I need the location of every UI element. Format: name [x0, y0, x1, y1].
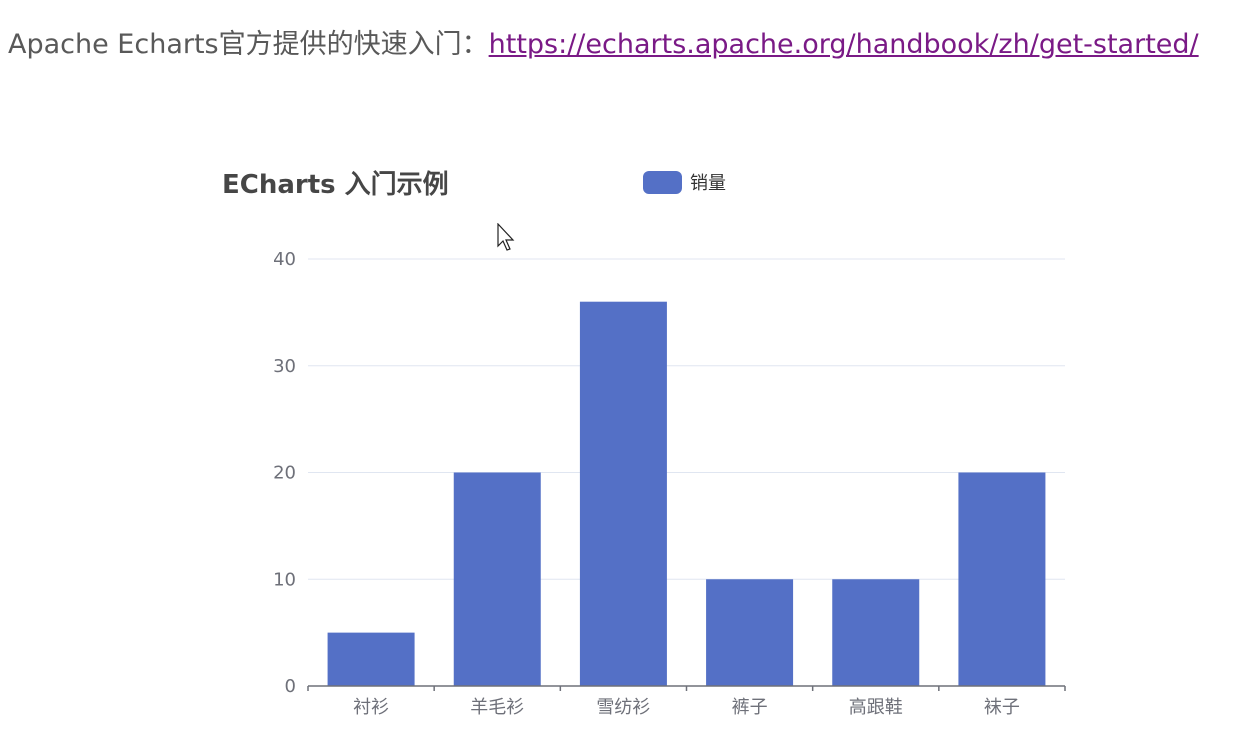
- intro-line: Apache Echarts官方提供的快速入门：https://echarts.…: [8, 22, 1199, 61]
- x-axis: 衬衫 羊毛衫 雪纺衫 裤子 高跟鞋 袜子: [307, 685, 1066, 718]
- intro-text: Apache Echarts官方提供的快速入门：: [8, 29, 489, 60]
- x-tick-label: 袜子: [984, 697, 1020, 718]
- y-tick-label: 20: [273, 463, 296, 484]
- x-tick-label: 雪纺衫: [596, 697, 650, 718]
- legend[interactable]: 销量: [643, 171, 726, 194]
- y-axis-labels: 0 10 20 30 40: [273, 249, 296, 697]
- x-tick-label: 衬衫: [353, 697, 389, 718]
- legend-swatch: [643, 171, 682, 194]
- x-tick-label: 高跟鞋: [849, 697, 903, 718]
- chart-title: ECharts 入门示例: [222, 170, 449, 200]
- grid-lines: [308, 258, 1065, 580]
- bar: [327, 632, 415, 686]
- bar: [579, 301, 667, 686]
- y-tick-label: 0: [285, 676, 296, 697]
- bar: [832, 579, 920, 686]
- bar: [453, 472, 541, 686]
- bar: [958, 472, 1046, 686]
- legend-label: 销量: [690, 173, 726, 194]
- bar: [706, 579, 794, 686]
- y-tick-label: 10: [273, 569, 296, 590]
- bars: [327, 301, 1046, 686]
- x-tick-label: 羊毛衫: [470, 697, 524, 718]
- y-tick-label: 40: [273, 249, 296, 270]
- mouse-cursor-icon: [497, 223, 515, 251]
- get-started-link[interactable]: https://echarts.apache.org/handbook/zh/g…: [488, 29, 1199, 60]
- y-tick-label: 30: [273, 356, 296, 377]
- x-tick-label: 裤子: [732, 697, 768, 718]
